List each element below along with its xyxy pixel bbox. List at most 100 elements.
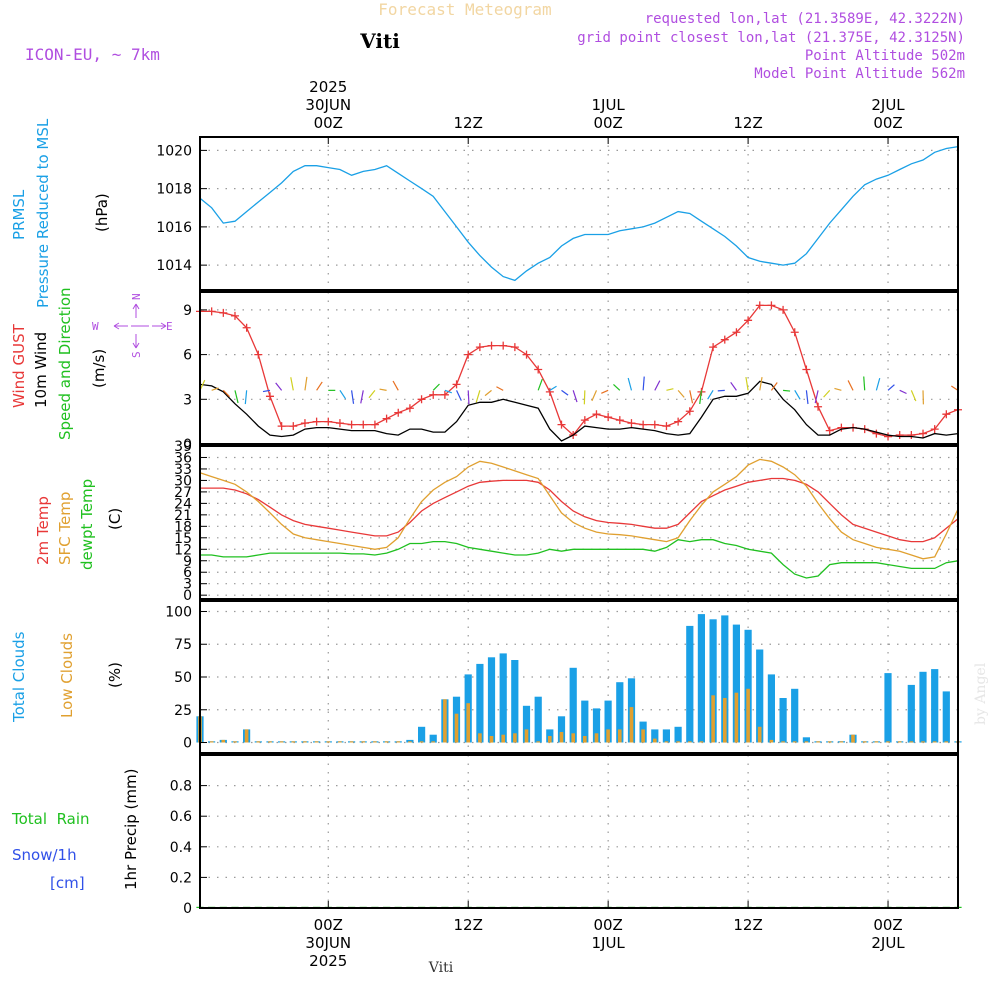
gridpoint-coords: grid point closest lon,lat (21.375E, 42.… xyxy=(577,30,965,46)
clouds-series-1-bar xyxy=(641,729,645,743)
clouds-series-1-bar xyxy=(349,741,354,743)
clouds-series-1-bar xyxy=(629,707,634,743)
credit-watermark: by Angel xyxy=(973,662,989,725)
pressure-series-0-line xyxy=(199,145,959,282)
clouds-series-1-bar xyxy=(419,741,424,743)
wind-direction-arrow xyxy=(613,383,621,391)
gust-marker xyxy=(755,301,764,310)
temperature-ytick-label: 21 xyxy=(174,508,192,524)
gust-marker xyxy=(732,328,741,337)
temperature-panel-frame xyxy=(199,445,959,600)
gust-marker xyxy=(720,335,729,344)
wind-direction-arrow xyxy=(549,385,557,391)
temperature-ytick-label: 33 xyxy=(174,462,192,478)
clouds-series-1-bar xyxy=(886,741,890,743)
clouds-series-1-bar xyxy=(466,703,470,743)
gust-marker xyxy=(884,432,893,441)
gust-marker xyxy=(289,422,298,431)
pressure-panel-frame xyxy=(199,136,959,291)
clouds-series-0-bar xyxy=(919,671,927,743)
gust-marker xyxy=(405,404,414,413)
wind-direction-arrow xyxy=(360,390,364,404)
compass-n: N xyxy=(130,293,143,300)
gust-marker xyxy=(779,305,788,314)
clouds-series-1-bar xyxy=(326,741,331,743)
wind-direction-arrow xyxy=(591,390,598,402)
clouds-series-0-bar xyxy=(499,653,507,743)
time-axis-bottom-label: 30JUN xyxy=(305,934,351,952)
clouds-series-0-bar xyxy=(616,682,624,743)
gust-marker xyxy=(650,420,659,429)
clouds-series-0-bar xyxy=(931,669,939,743)
gust-marker xyxy=(510,343,519,352)
clouds-series-0-bar xyxy=(662,729,670,743)
wind-direction-arrow xyxy=(339,390,347,400)
prmsl-label: PRMSL xyxy=(10,189,28,240)
gust-marker xyxy=(685,407,694,416)
wind-direction-arrow xyxy=(316,381,323,391)
gust-marker xyxy=(370,420,379,429)
gust-marker xyxy=(475,343,484,352)
clouds-series-0-bar xyxy=(744,629,752,743)
gust-marker xyxy=(744,316,753,325)
gust-marker xyxy=(219,308,228,317)
wind-direction-arrow xyxy=(392,380,399,391)
compass-rose: N W E S xyxy=(92,293,173,358)
gust-marker xyxy=(907,431,916,440)
clouds-series-0-bar xyxy=(592,708,601,743)
time-axis-top-label: 2025 xyxy=(309,78,347,96)
clouds-series-0-bar xyxy=(942,691,950,743)
wind-direction-arrow xyxy=(730,381,737,391)
gust-marker xyxy=(382,414,391,423)
clouds-series-1-bar xyxy=(816,741,820,743)
temp-sfc-label: SFC Temp xyxy=(56,492,74,565)
gust-marker xyxy=(837,423,846,432)
wind-ytick-label: 6 xyxy=(183,348,192,364)
wind-direction-arrow xyxy=(699,390,703,405)
wind-direction-arrow xyxy=(444,389,452,394)
temperature-ytick-label: 0 xyxy=(183,588,192,604)
time-axis-bottom-label: 00Z xyxy=(314,916,343,934)
clouds-series-0-bar xyxy=(476,663,484,743)
time-axis-top-label: 00Z xyxy=(593,114,622,132)
gust-marker xyxy=(557,420,566,429)
wind-direction-arrow xyxy=(951,385,959,391)
clouds-series-1-bar xyxy=(746,688,750,743)
clouds-series-1-bar xyxy=(571,733,575,743)
wind-direction-arrow xyxy=(290,377,294,391)
precipitation-ytick-label: 0.2 xyxy=(170,870,192,886)
gust-marker xyxy=(499,341,508,350)
precip-unit-label: 1hr Precip (mm) xyxy=(122,769,140,890)
wind-direction-arrow xyxy=(910,390,917,402)
wind-speed-dir-label: Speed and Direction xyxy=(56,287,74,440)
gust-marker xyxy=(300,419,309,428)
gust-marker xyxy=(417,395,426,404)
clouds-series-1-bar xyxy=(664,741,669,743)
clouds-series-1-bar xyxy=(769,739,774,743)
wind-series-1-line xyxy=(199,380,959,442)
gust-marker xyxy=(592,410,601,419)
wind-direction-arrow xyxy=(783,389,791,392)
clouds-series-1-bar xyxy=(851,734,855,743)
wind-direction-arrow xyxy=(745,376,749,391)
clouds-series-1-bar xyxy=(921,741,925,743)
wind-direction-arrow xyxy=(847,380,854,391)
clouds-series-1-bar xyxy=(408,741,412,743)
wind-ytick-label: 9 xyxy=(183,303,192,319)
precipitation-ytick-label: 0.8 xyxy=(170,779,192,795)
clouds-series-1-bar xyxy=(594,733,599,743)
wind-direction-arrow xyxy=(262,389,271,393)
clouds-series-1-bar xyxy=(792,741,797,743)
clouds-series-0-bar xyxy=(802,737,810,743)
time-axis-top-label: 00Z xyxy=(873,114,902,132)
clouds-series-1-bar xyxy=(478,733,482,743)
wind-series-0-line xyxy=(200,304,959,438)
clouds-series-1-bar xyxy=(233,741,237,743)
pressure-ytick-label: 1014 xyxy=(156,258,192,274)
clouds-ytick-label: 0 xyxy=(183,736,192,752)
wind-direction-arrow xyxy=(496,386,504,391)
clouds-series-1-bar xyxy=(583,736,587,743)
clouds-series-0-bar xyxy=(721,615,729,743)
wind-direction-arrow xyxy=(666,388,674,391)
